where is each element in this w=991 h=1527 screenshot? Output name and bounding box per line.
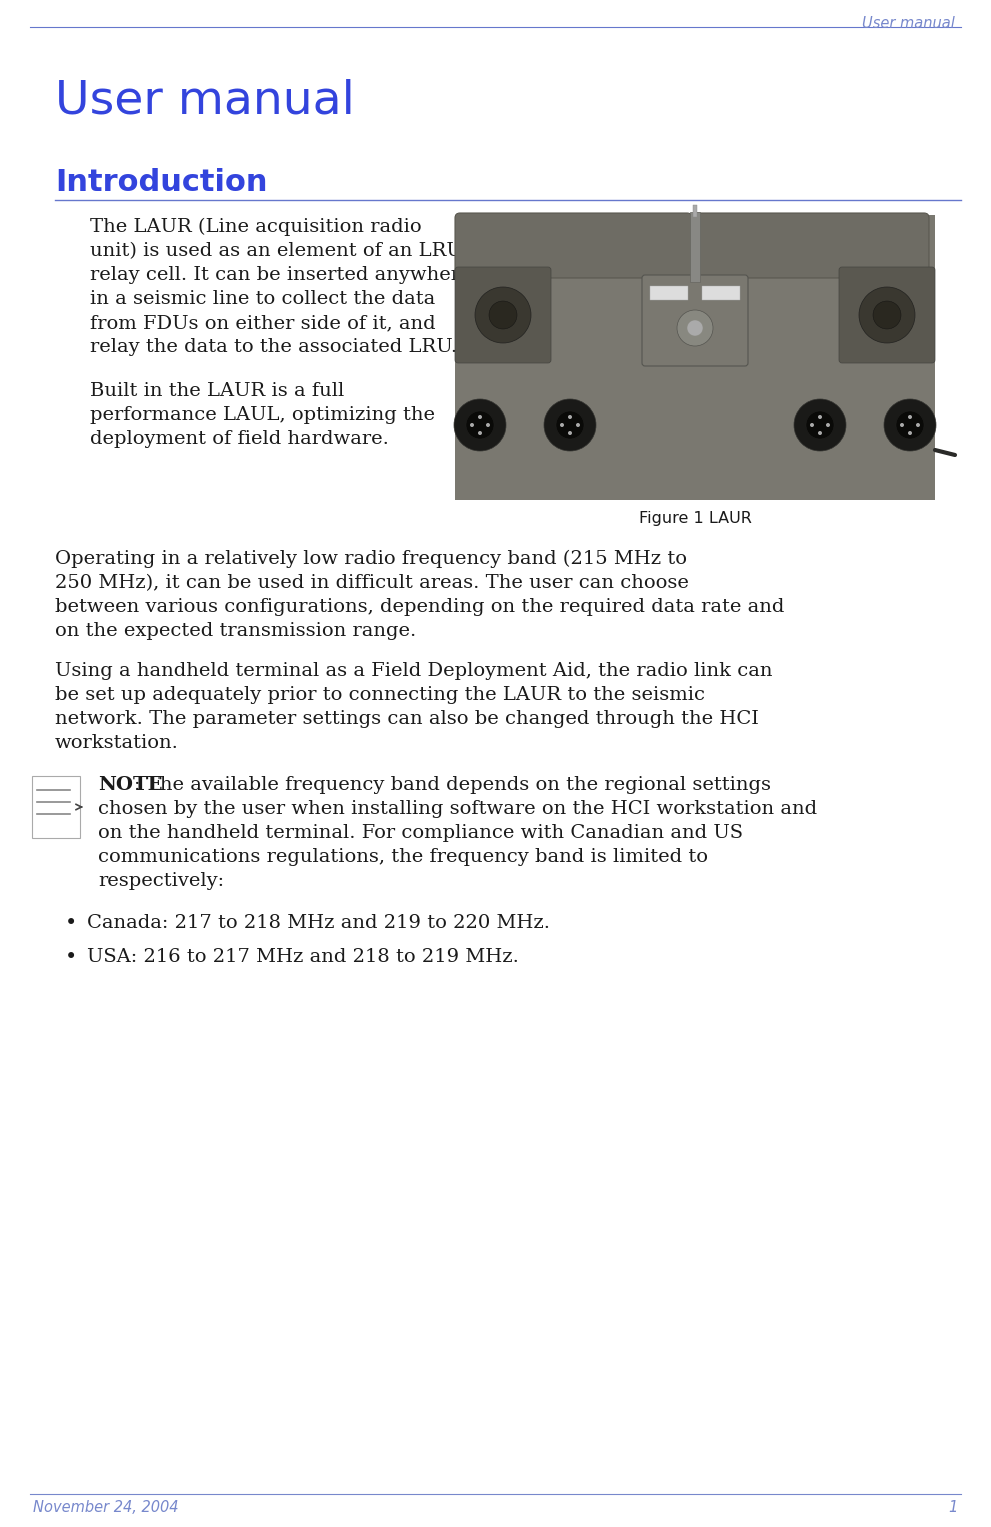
Text: between various configurations, depending on the required data rate and: between various configurations, dependin… [55,599,784,615]
Text: Introduction: Introduction [55,168,268,197]
Text: be set up adequately prior to connecting the LAUR to the seismic: be set up adequately prior to connecting… [55,686,705,704]
Text: November 24, 2004: November 24, 2004 [33,1500,178,1515]
FancyBboxPatch shape [455,267,551,363]
Bar [455,215,935,499]
Text: Figure 1 LAUR: Figure 1 LAUR [638,512,751,525]
Circle shape [560,423,564,428]
Circle shape [677,310,713,347]
Circle shape [818,415,822,418]
Circle shape [900,423,904,428]
Circle shape [475,287,531,344]
Circle shape [478,431,482,435]
Text: The LAUR (Line acquisition radio: The LAUR (Line acquisition radio [90,218,421,237]
Circle shape [810,423,814,428]
FancyBboxPatch shape [692,212,929,278]
Text: Using a handheld terminal as a Field Deployment Aid, the radio link can: Using a handheld terminal as a Field Dep… [55,663,773,680]
Circle shape [454,399,506,450]
Circle shape [478,415,482,418]
Bar [702,286,740,299]
Text: 250 MHz), it can be used in difficult areas. The user can choose: 250 MHz), it can be used in difficult ar… [55,574,689,592]
Circle shape [873,301,901,328]
Circle shape [818,431,822,435]
Bar [32,776,80,838]
Circle shape [568,431,572,435]
FancyBboxPatch shape [642,275,748,366]
Text: deployment of field hardware.: deployment of field hardware. [90,431,388,447]
Text: Operating in a relatively low radio frequency band (215 MHz to: Operating in a relatively low radio freq… [55,550,687,568]
Circle shape [884,399,936,450]
Text: network. The parameter settings can also be changed through the HCI: network. The parameter settings can also… [55,710,759,728]
Circle shape [908,431,912,435]
Circle shape [556,411,584,438]
Text: User manual: User manual [55,78,355,124]
Text: in a seismic line to collect the data: in a seismic line to collect the data [90,290,435,308]
Text: from FDUs on either side of it, and: from FDUs on either side of it, and [90,315,436,331]
Text: Canada: 217 to 218 MHz and 219 to 220 MHz.: Canada: 217 to 218 MHz and 219 to 220 MH… [87,915,550,931]
Text: USA: 216 to 217 MHz and 218 to 219 MHz.: USA: 216 to 217 MHz and 218 to 219 MHz. [87,948,519,967]
Circle shape [896,411,924,438]
Bar [693,205,697,217]
Text: User manual: User manual [862,15,955,31]
Text: relay the data to the associated LRU.: relay the data to the associated LRU. [90,337,457,356]
Circle shape [576,423,580,428]
Text: respectively:: respectively: [98,872,224,890]
Text: NOTE: NOTE [98,776,163,794]
Bar [450,211,940,505]
Text: •: • [65,948,77,967]
Text: on the expected transmission range.: on the expected transmission range. [55,621,416,640]
Bar [650,286,688,299]
Circle shape [826,423,830,428]
Text: workstation.: workstation. [55,734,178,751]
Text: •: • [65,915,77,933]
FancyBboxPatch shape [455,212,692,278]
Circle shape [544,399,596,450]
Circle shape [568,415,572,418]
Text: communications regulations, the frequency band is limited to: communications regulations, the frequenc… [98,847,708,866]
Text: chosen by the user when installing software on the HCI workstation and: chosen by the user when installing softw… [98,800,818,818]
FancyBboxPatch shape [839,267,935,363]
Circle shape [794,399,846,450]
Circle shape [908,415,912,418]
Circle shape [470,423,474,428]
Circle shape [687,321,703,336]
Circle shape [486,423,490,428]
Circle shape [916,423,920,428]
Bar [690,212,700,282]
Text: unit) is used as an element of an LRU: unit) is used as an element of an LRU [90,241,463,260]
Circle shape [859,287,915,344]
Text: : The available frequency band depends on the regional settings: : The available frequency band depends o… [134,776,771,794]
Circle shape [489,301,517,328]
Text: relay cell. It can be inserted anywhere: relay cell. It can be inserted anywhere [90,266,472,284]
Text: performance LAUL, optimizing the: performance LAUL, optimizing the [90,406,435,425]
Circle shape [806,411,834,438]
Circle shape [466,411,494,438]
Text: 1: 1 [948,1500,958,1515]
Text: Built in the LAUR is a full: Built in the LAUR is a full [90,382,344,400]
Text: on the handheld terminal. For compliance with Canadian and US: on the handheld terminal. For compliance… [98,825,743,841]
